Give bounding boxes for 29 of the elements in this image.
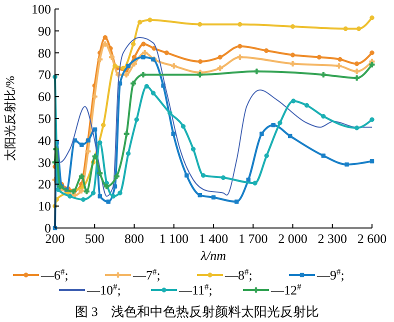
y-tick-label: 50 [38,111,51,126]
x-axis-title: λ/nm [200,248,226,263]
legend-label: —8$^{#}$; [224,266,252,282]
legend-label: —11$^{#}$; [178,282,212,298]
legend-label: —9$^{#}$; [316,266,344,282]
y-tick-label: 30 [38,154,51,170]
legend-label: —6$^{#}$; [40,266,68,282]
x-tick-label: 1 700 [238,231,268,246]
x-tick-label: 500 [84,231,104,246]
y-tick-label: 70 [38,67,51,82]
x-tick-label: 2 000 [278,231,308,246]
y-tick-label: 40 [38,132,51,148]
y-tick-label: 100 [32,2,51,16]
x-tick-label: 1 100 [159,231,188,246]
x-tick-label: 800 [124,231,144,246]
legend-label: —10$^{#}$; [86,282,121,298]
x-tick-label: 1 400 [198,231,228,246]
y-axis-title: 太阳光反射比/% [3,76,17,162]
y-tick-label: 10 [38,198,51,214]
y-tick-label: 0 [44,220,51,236]
legend-label: —12$^{#}$ [270,282,302,298]
legend-label: —7$^{#}$; [132,266,160,282]
text: 图 3 浅色和中色热反射颜料太阳光反射比 [75,304,319,319]
x-tick-label: 2 300 [318,231,347,246]
y-tick-label: 80 [38,45,51,60]
y-tick-label: 20 [38,176,51,192]
x-tick-label: 2 600 [357,231,387,246]
y-tick-label: 90 [38,23,51,38]
y-tick-label: 60 [38,89,51,104]
